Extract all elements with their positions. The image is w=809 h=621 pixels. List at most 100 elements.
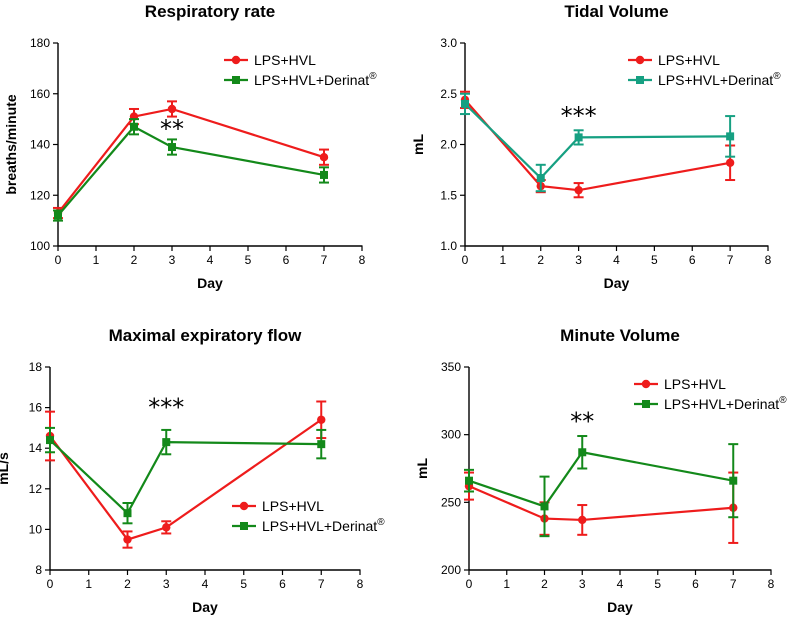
x-tick-label: 1 xyxy=(93,253,100,267)
x-tick-label: 7 xyxy=(321,253,328,267)
x-tick-label: 4 xyxy=(202,577,209,591)
legend-marker xyxy=(636,76,644,84)
x-axis-label: Day xyxy=(197,275,223,291)
series-line xyxy=(57,125,325,217)
x-tick-label: 4 xyxy=(617,577,624,591)
x-tick-label: 8 xyxy=(768,577,775,591)
y-axis-label: mL xyxy=(410,134,426,155)
x-tick-label: 4 xyxy=(613,253,620,267)
data-point xyxy=(168,143,176,152)
x-tick-label: 3 xyxy=(169,253,176,267)
data-point xyxy=(574,133,583,142)
legend-label: LPS+HVL+Derinat® xyxy=(262,517,385,534)
data-point xyxy=(536,173,545,182)
series-line xyxy=(49,439,322,515)
series-line xyxy=(468,451,734,508)
data-point xyxy=(465,476,473,485)
significance-annotation: ** xyxy=(160,115,184,143)
data-point xyxy=(540,502,549,511)
x-tick-label: 6 xyxy=(689,253,696,267)
series-line xyxy=(49,418,322,541)
y-tick-label: 16 xyxy=(29,401,43,415)
chart-panel-2: Tidal Volume 0 1 2 3 4 5 6 7 8 1.0 1.5 2.0 2.5 3.0 Day m… xyxy=(410,2,781,291)
data-point xyxy=(167,104,177,114)
legend-entry: LPS+HVL xyxy=(232,498,324,514)
legend-label: LPS+HVL xyxy=(658,52,720,68)
x-tick-label: 1 xyxy=(85,577,92,591)
legend-entry: LPS+HVL xyxy=(634,376,726,392)
y-tick-label: 160 xyxy=(30,87,50,101)
legend-label: LPS+HVL xyxy=(262,498,324,514)
data-point xyxy=(319,152,329,162)
x-axis-label: Day xyxy=(607,599,633,615)
chart-panel-1: Respiratory rate 0 1 2 3 4 5 6 7 8 100 120 140 160 180… xyxy=(3,2,377,291)
series-1 xyxy=(53,100,329,220)
legend-label: LPS+HVL+Derinat® xyxy=(658,71,781,88)
y-tick-label: 2.5 xyxy=(440,87,457,101)
y-tick-label: 350 xyxy=(441,360,461,374)
data-point xyxy=(725,158,735,167)
x-tick-label: 0 xyxy=(55,253,62,267)
x-tick-label: 5 xyxy=(651,253,658,267)
x-tick-label: 1 xyxy=(500,253,507,267)
y-tick-label: 100 xyxy=(30,239,50,253)
x-tick-label: 7 xyxy=(318,577,325,591)
data-point xyxy=(320,170,328,179)
data-point xyxy=(574,185,583,195)
y-tick-label: 300 xyxy=(441,428,461,442)
legend-marker xyxy=(239,501,249,511)
legend-superscript: ® xyxy=(369,71,377,82)
x-tick-label: 0 xyxy=(466,577,473,591)
x-tick-label: 5 xyxy=(654,577,661,591)
y-tick-label: 10 xyxy=(29,522,43,536)
x-tick-label: 3 xyxy=(579,577,586,591)
legend-entry: LPS+HVL+Derinat® xyxy=(224,71,377,88)
x-tick-label: 8 xyxy=(765,253,772,267)
y-tick-label: 200 xyxy=(441,563,461,577)
series-2 xyxy=(45,426,327,525)
y-tick-label: 1.0 xyxy=(440,239,457,253)
y-tick-label: 250 xyxy=(441,495,461,509)
legend-marker xyxy=(231,55,241,65)
data-point xyxy=(578,515,587,525)
x-tick-label: 2 xyxy=(124,577,131,591)
data-point xyxy=(461,99,469,108)
legend-marker xyxy=(642,400,650,408)
y-tick-label: 14 xyxy=(29,441,43,455)
chart-title: Tidal Volume xyxy=(564,2,668,21)
x-axis-label: Day xyxy=(604,275,630,291)
legend-superscript: ® xyxy=(377,517,385,528)
legend-entry: LPS+HVL+Derinat® xyxy=(232,517,385,534)
legend-label: LPS+HVL xyxy=(664,376,726,392)
data-point xyxy=(317,440,326,449)
legend-label: LPS+HVL+Derinat® xyxy=(254,71,377,88)
y-axis-label: mL xyxy=(414,458,430,479)
series-line xyxy=(57,107,325,214)
y-tick-label: 18 xyxy=(29,360,43,374)
series-line xyxy=(464,103,731,180)
y-axis-label: breaths/minute xyxy=(3,94,19,195)
legend-marker xyxy=(240,522,248,530)
data-point xyxy=(317,415,326,424)
data-point xyxy=(123,535,132,544)
x-tick-label: 6 xyxy=(692,577,699,591)
x-axis-label: Day xyxy=(192,599,218,615)
series-line xyxy=(464,99,731,192)
series-1 xyxy=(460,90,736,199)
y-tick-label: 2.0 xyxy=(440,138,457,152)
x-tick-label: 4 xyxy=(207,253,214,267)
x-tick-label: 5 xyxy=(245,253,252,267)
series-line xyxy=(468,485,734,522)
data-point xyxy=(54,211,62,220)
series-2 xyxy=(464,435,739,538)
x-tick-label: 6 xyxy=(279,577,286,591)
y-tick-label: 1.5 xyxy=(440,188,457,202)
x-tick-label: 3 xyxy=(575,253,582,267)
chart-panel-4: Minute Volume 0 1 2 3 4 5 6 7 8 200 250 300 350 Day mL L… xyxy=(414,326,787,615)
legend-marker xyxy=(635,55,645,65)
legend-label: LPS+HVL+Derinat® xyxy=(664,395,787,412)
legend-superscript: ® xyxy=(773,71,781,82)
legend-entry: LPS+HVL+Derinat® xyxy=(634,395,787,412)
series-2 xyxy=(460,92,736,193)
